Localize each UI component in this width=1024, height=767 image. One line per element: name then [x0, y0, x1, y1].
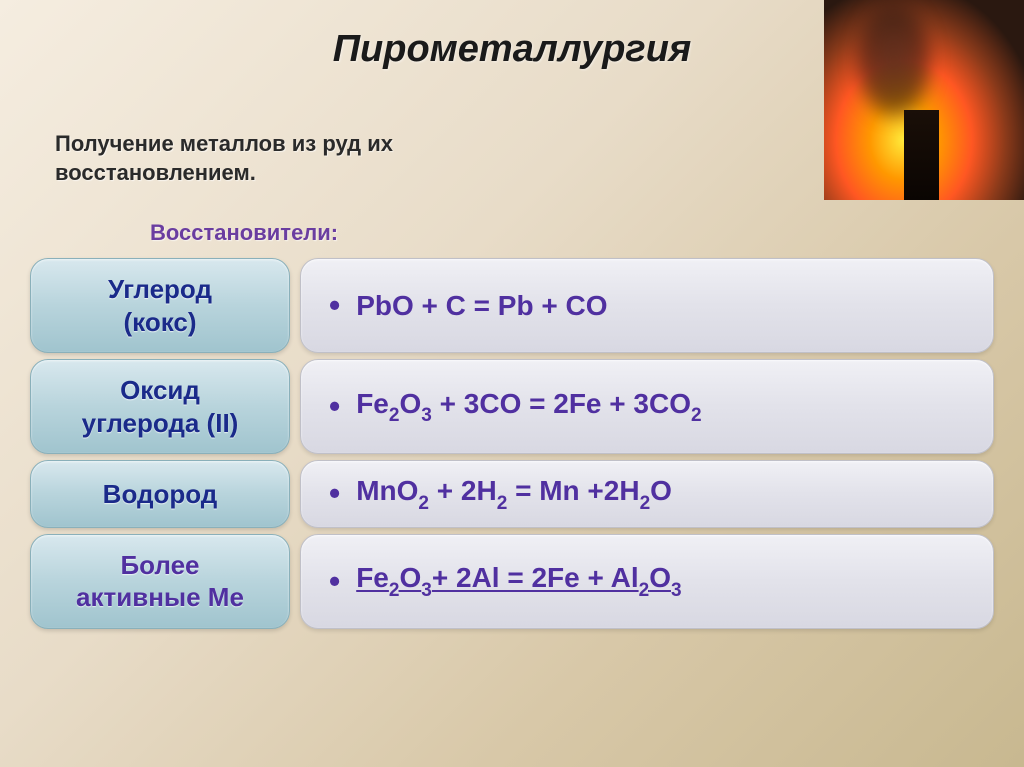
- equation-cell: • Fe2O3+ 2Al = 2Fe + Al2O3: [300, 534, 994, 629]
- slide-title: Пирометаллургия: [0, 28, 1024, 71]
- bullet-icon: •: [329, 388, 340, 425]
- left-label-2: активные Me: [76, 581, 244, 614]
- left-label-1: Более: [120, 549, 199, 582]
- equation-cell: • Fe2O3 + 3CO = 2Fe + 3CO2: [300, 359, 994, 454]
- subtitle-line-2: восстановлением.: [55, 160, 256, 185]
- equations-table: Углерод (кокс) • PbO + C = Pb + CO Оксид…: [30, 258, 994, 635]
- reducers-heading: Восстановители:: [150, 220, 338, 246]
- subtitle-line-1: Получение металлов из руд их: [55, 131, 393, 156]
- bullet-icon: •: [329, 563, 340, 600]
- reducer-carbon: Углерод (кокс): [30, 258, 290, 353]
- left-label-1: Углерод: [108, 273, 212, 306]
- reducer-active-metals: Более активные Me: [30, 534, 290, 629]
- left-label-1: Оксид: [120, 374, 200, 407]
- bullet-icon: •: [329, 287, 340, 324]
- equation-cell: • MnO2 + 2H2 = Mn +2H2O: [300, 460, 994, 528]
- left-label-2: (кокс): [124, 306, 197, 339]
- table-row: Более активные Me • Fe2O3+ 2Al = 2Fe + A…: [30, 534, 994, 629]
- table-row: Углерод (кокс) • PbO + C = Pb + CO: [30, 258, 994, 353]
- bullet-icon: •: [329, 475, 340, 512]
- left-label-1: Водород: [103, 478, 218, 511]
- equation-text: Fe2O3+ 2Al = 2Fe + Al2O3: [356, 562, 681, 600]
- left-label-2: углерода (II): [82, 407, 239, 440]
- equation-text: Fe2O3 + 3CO = 2Fe + 3CO2: [356, 388, 701, 426]
- equation-text: PbO + C = Pb + CO: [356, 290, 607, 322]
- table-row: Водород • MnO2 + 2H2 = Mn +2H2O: [30, 460, 994, 528]
- table-row: Оксид углерода (II) • Fe2O3 + 3CO = 2Fe …: [30, 359, 994, 454]
- slide-subtitle: Получение металлов из руд их восстановле…: [55, 130, 393, 187]
- equation-cell: • PbO + C = Pb + CO: [300, 258, 994, 353]
- reducer-co: Оксид углерода (II): [30, 359, 290, 454]
- equation-text: MnO2 + 2H2 = Mn +2H2O: [356, 475, 672, 513]
- reducer-hydrogen: Водород: [30, 460, 290, 528]
